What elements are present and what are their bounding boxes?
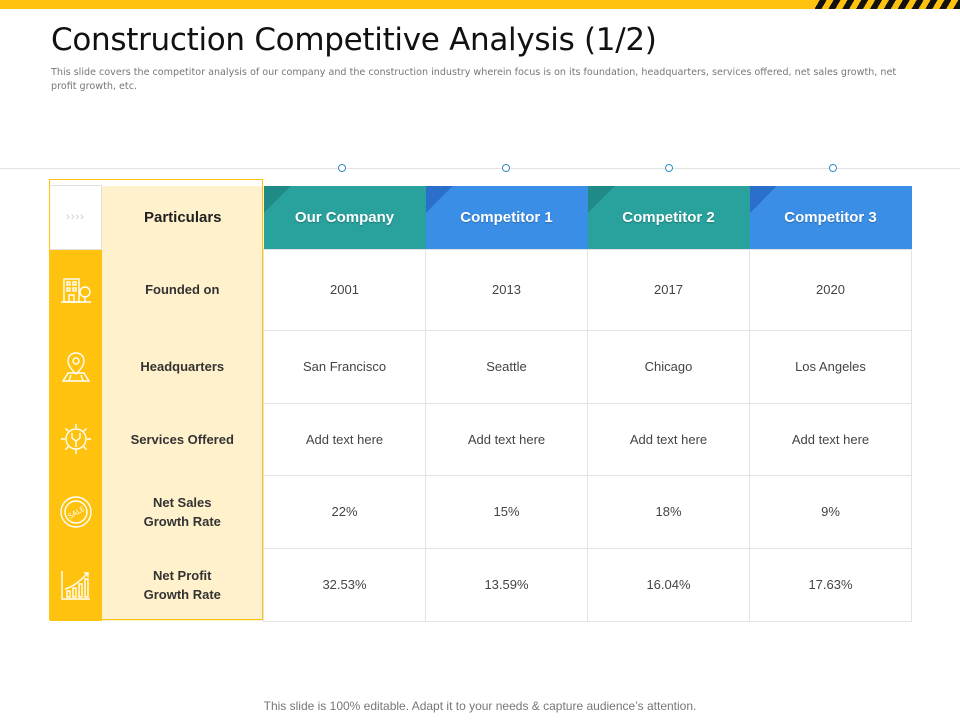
table-cell: 2017 — [587, 248, 750, 331]
slide-title: Construction Competitive Analysis (1/2) — [51, 22, 657, 58]
row-label-line: Growth Rate — [143, 586, 221, 602]
column-header-competitor-2: Competitor 2 — [587, 185, 750, 249]
row-label-line: Growth Rate — [143, 513, 221, 529]
table-cell: 18% — [587, 474, 750, 549]
table-cell: Los Angeles — [749, 329, 912, 404]
table-cell: 22% — [263, 474, 426, 549]
table-cell: Add text here — [587, 402, 750, 476]
table-cell: Add text here — [263, 402, 426, 476]
building-icon — [49, 249, 102, 330]
table-cell: Add text here — [425, 402, 588, 476]
table-cell: Seattle — [425, 329, 588, 404]
table-cell: 15% — [425, 474, 588, 549]
column-header-competitor-3: Competitor 3 — [749, 185, 912, 249]
arrows-icon: ›››› — [49, 185, 102, 250]
timeline-dot — [338, 164, 346, 172]
table-cell: 2001 — [263, 248, 426, 331]
top-accent-bar — [0, 0, 960, 9]
table-cell: 17.63% — [749, 547, 912, 622]
gear-wrench-icon — [49, 403, 102, 475]
table-cell: 2020 — [749, 248, 912, 331]
row-label: Net Profit Growth Rate — [101, 548, 264, 621]
row-label: Headquarters — [101, 330, 264, 403]
row-label: Net Sales Growth Rate — [101, 475, 264, 548]
table-cell: 9% — [749, 474, 912, 549]
table-cell: 13.59% — [425, 547, 588, 622]
row-label: Founded on — [101, 249, 264, 330]
slide-footer: This slide is 100% editable. Adapt it to… — [263, 699, 697, 713]
table-cell: 32.53% — [263, 547, 426, 622]
table-cell: 16.04% — [587, 547, 750, 622]
table-cell: 2013 — [425, 248, 588, 331]
slide-subtitle: This slide covers the competitor analysi… — [51, 67, 897, 92]
svg-text:SALE: SALE — [66, 504, 85, 520]
table-row: Services Offered Add text here Add text … — [49, 402, 912, 476]
table-cell: Add text here — [749, 402, 912, 476]
hazard-stripes — [815, 0, 960, 9]
table-row: SALE Net Sales Growth Rate 22% 15% 18% 9… — [49, 474, 912, 549]
table-row: Net Profit Growth Rate 32.53% 13.59% 16.… — [49, 547, 912, 622]
timeline-dot — [502, 164, 510, 172]
column-header-our-company: Our Company — [263, 185, 426, 249]
table-row: Headquarters San Francisco Seattle Chica… — [49, 329, 912, 404]
table-cell: Chicago — [587, 329, 750, 404]
column-header-competitor-1: Competitor 1 — [425, 185, 588, 249]
sale-badge-icon: SALE — [49, 475, 102, 548]
growth-chart-icon — [49, 548, 102, 621]
location-pin-icon — [49, 330, 102, 403]
timeline-dot — [665, 164, 673, 172]
row-label-line: Net Sales — [152, 494, 212, 510]
particulars-header: Particulars — [101, 185, 264, 249]
timeline-line — [0, 168, 960, 169]
table-row: Founded on 2001 2013 2017 2020 — [49, 248, 912, 331]
row-label-line: Net Profit — [153, 567, 212, 583]
table-cell: San Francisco — [263, 329, 426, 404]
competitive-analysis-table: ›››› Particulars Our Company Competitor … — [49, 185, 912, 622]
timeline-dot — [829, 164, 837, 172]
table-header-row: ›››› Particulars Our Company Competitor … — [49, 185, 912, 250]
row-label: Services Offered — [101, 403, 264, 475]
